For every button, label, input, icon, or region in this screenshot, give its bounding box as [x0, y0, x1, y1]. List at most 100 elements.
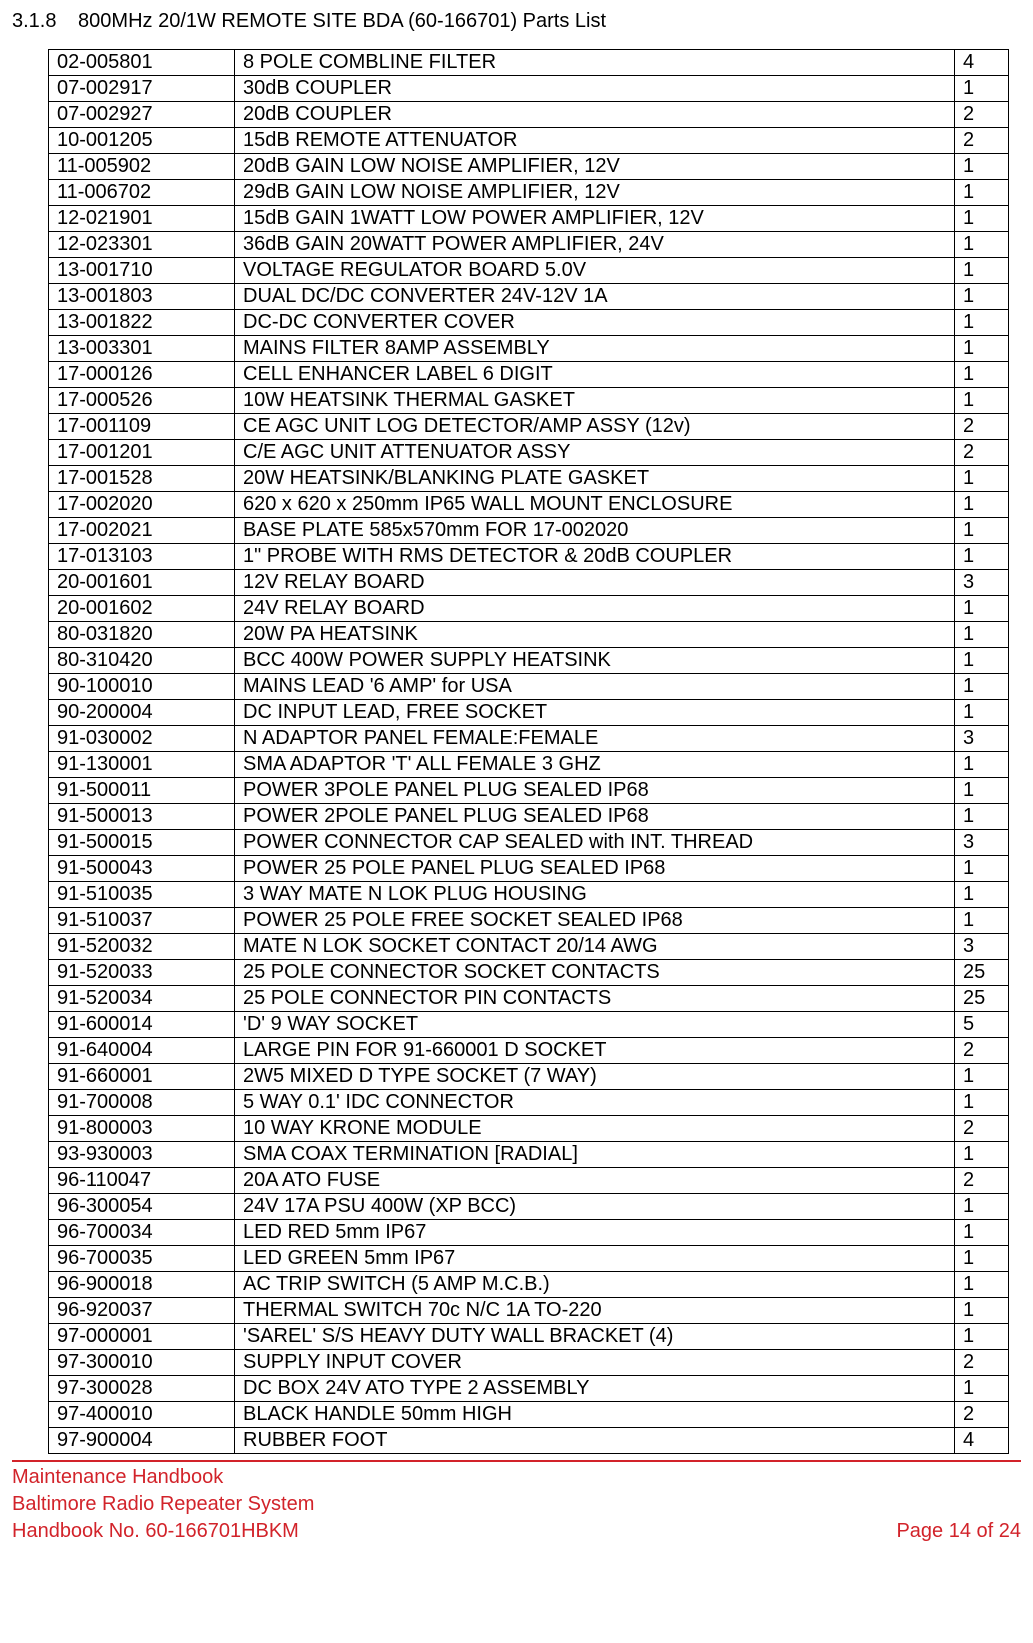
description-cell: 10 WAY KRONE MODULE — [235, 1116, 955, 1142]
table-row: 17-001201C/E AGC UNIT ATTENUATOR ASSY2 — [49, 440, 1009, 466]
part-number-cell: 07-002917 — [49, 76, 235, 102]
footer-page-no: Page 14 of 24 — [896, 1518, 1021, 1545]
description-cell: LARGE PIN FOR 91-660001 D SOCKET — [235, 1038, 955, 1064]
part-number-cell: 17-013103 — [49, 544, 235, 570]
qty-cell: 1 — [955, 1090, 1009, 1116]
part-number-cell: 91-030002 — [49, 726, 235, 752]
qty-cell: 1 — [955, 518, 1009, 544]
qty-cell: 1 — [955, 804, 1009, 830]
table-row: 97-900004RUBBER FOOT4 — [49, 1428, 1009, 1454]
qty-cell: 1 — [955, 622, 1009, 648]
qty-cell: 1 — [955, 908, 1009, 934]
description-cell: DC BOX 24V ATO TYPE 2 ASSEMBLY — [235, 1376, 955, 1402]
description-cell: LED GREEN 5mm IP67 — [235, 1246, 955, 1272]
table-row: 96-11004720A ATO FUSE2 — [49, 1168, 1009, 1194]
part-number-cell: 80-310420 — [49, 648, 235, 674]
qty-cell: 1 — [955, 648, 1009, 674]
description-cell: LED RED 5mm IP67 — [235, 1220, 955, 1246]
footer-line-2: Baltimore Radio Repeater System — [12, 1491, 1021, 1518]
qty-cell: 1 — [955, 1298, 1009, 1324]
description-cell: DC INPUT LEAD, FREE SOCKET — [235, 700, 955, 726]
table-row: 17-002021BASE PLATE 585x570mm FOR 17-002… — [49, 518, 1009, 544]
description-cell: BCC 400W POWER SUPPLY HEATSINK — [235, 648, 955, 674]
table-row: 91-52003425 POLE CONNECTOR PIN CONTACTS2… — [49, 986, 1009, 1012]
qty-cell: 1 — [955, 362, 1009, 388]
description-cell: 'SAREL' S/S HEAVY DUTY WALL BRACKET (4) — [235, 1324, 955, 1350]
part-number-cell: 17-002021 — [49, 518, 235, 544]
description-cell: CELL ENHANCER LABEL 6 DIGIT — [235, 362, 955, 388]
description-cell: SUPPLY INPUT COVER — [235, 1350, 955, 1376]
part-number-cell: 12-023301 — [49, 232, 235, 258]
description-cell: 2W5 MIXED D TYPE SOCKET (7 WAY) — [235, 1064, 955, 1090]
qty-cell: 1 — [955, 154, 1009, 180]
qty-cell: 1 — [955, 336, 1009, 362]
table-row: 07-00291730dB COUPLER1 — [49, 76, 1009, 102]
part-number-cell: 80-031820 — [49, 622, 235, 648]
description-cell: 3 WAY MATE N LOK PLUG HOUSING — [235, 882, 955, 908]
table-row: 13-001710VOLTAGE REGULATOR BOARD 5.0V1 — [49, 258, 1009, 284]
part-number-cell: 17-001201 — [49, 440, 235, 466]
part-number-cell: 02-005801 — [49, 50, 235, 76]
table-row: 13-001803DUAL DC/DC CONVERTER 24V-12V 1A… — [49, 284, 1009, 310]
qty-cell: 25 — [955, 960, 1009, 986]
footer-divider — [12, 1460, 1021, 1462]
table-row: 91-52003325 POLE CONNECTOR SOCKET CONTAC… — [49, 960, 1009, 986]
description-cell: 15dB GAIN 1WATT LOW POWER AMPLIFIER, 12V — [235, 206, 955, 232]
part-number-cell: 91-660001 — [49, 1064, 235, 1090]
description-cell: RUBBER FOOT — [235, 1428, 955, 1454]
part-number-cell: 17-000526 — [49, 388, 235, 414]
table-row: 07-00292720dB COUPLER2 — [49, 102, 1009, 128]
table-row: 91-030002N ADAPTOR PANEL FEMALE:FEMALE3 — [49, 726, 1009, 752]
part-number-cell: 91-520034 — [49, 986, 235, 1012]
part-number-cell: 96-700035 — [49, 1246, 235, 1272]
table-row: 90-200004DC INPUT LEAD, FREE SOCKET1 — [49, 700, 1009, 726]
qty-cell: 2 — [955, 128, 1009, 154]
part-number-cell: 97-300028 — [49, 1376, 235, 1402]
part-number-cell: 20-001601 — [49, 570, 235, 596]
section-number: 3.1.8 — [12, 10, 56, 32]
table-row: 91-640004LARGE PIN FOR 91-660001 D SOCKE… — [49, 1038, 1009, 1064]
table-row: 97-400010BLACK HANDLE 50mm HIGH2 — [49, 1402, 1009, 1428]
description-cell: 'D' 9 WAY SOCKET — [235, 1012, 955, 1038]
qty-cell: 2 — [955, 1350, 1009, 1376]
part-number-cell: 96-700034 — [49, 1220, 235, 1246]
description-cell: MAINS FILTER 8AMP ASSEMBLY — [235, 336, 955, 362]
description-cell: 20dB COUPLER — [235, 102, 955, 128]
description-cell: 20A ATO FUSE — [235, 1168, 955, 1194]
part-number-cell: 90-100010 — [49, 674, 235, 700]
table-row: 91-500015POWER CONNECTOR CAP SEALED with… — [49, 830, 1009, 856]
table-row: 20-00160224V RELAY BOARD1 — [49, 596, 1009, 622]
qty-cell: 1 — [955, 1142, 1009, 1168]
table-row: 97-300028DC BOX 24V ATO TYPE 2 ASSEMBLY1 — [49, 1376, 1009, 1402]
part-number-cell: 91-500011 — [49, 778, 235, 804]
footer-handbook-no: Handbook No. 60-166701HBKM — [12, 1518, 299, 1545]
qty-cell: 3 — [955, 934, 1009, 960]
qty-cell: 1 — [955, 232, 1009, 258]
qty-cell: 1 — [955, 388, 1009, 414]
part-number-cell: 17-001109 — [49, 414, 235, 440]
description-cell: 8 POLE COMBLINE FILTER — [235, 50, 955, 76]
table-row: 91-6600012W5 MIXED D TYPE SOCKET (7 WAY)… — [49, 1064, 1009, 1090]
table-row: 02-0058018 POLE COMBLINE FILTER4 — [49, 50, 1009, 76]
table-row: 96-30005424V 17A PSU 400W (XP BCC)1 — [49, 1194, 1009, 1220]
table-row: 91-500013POWER 2POLE PANEL PLUG SEALED I… — [49, 804, 1009, 830]
description-cell: 24V 17A PSU 400W (XP BCC) — [235, 1194, 955, 1220]
qty-cell: 1 — [955, 76, 1009, 102]
section-heading: 3.1.8 800MHz 20/1W REMOTE SITE BDA (60-1… — [12, 10, 1021, 33]
qty-cell: 4 — [955, 1428, 1009, 1454]
qty-cell: 1 — [955, 882, 1009, 908]
parts-table: 02-0058018 POLE COMBLINE FILTER407-00291… — [48, 49, 1009, 1454]
table-row: 80-310420BCC 400W POWER SUPPLY HEATSINK1 — [49, 648, 1009, 674]
qty-cell: 2 — [955, 1038, 1009, 1064]
table-row: 17-00052610W HEATSINK THERMAL GASKET1 — [49, 388, 1009, 414]
qty-cell: 4 — [955, 50, 1009, 76]
table-row: 96-700035LED GREEN 5mm IP671 — [49, 1246, 1009, 1272]
part-number-cell: 91-520033 — [49, 960, 235, 986]
description-cell: MAINS LEAD '6 AMP' for USA — [235, 674, 955, 700]
qty-cell: 25 — [955, 986, 1009, 1012]
table-row: 12-02330136dB GAIN 20WATT POWER AMPLIFIE… — [49, 232, 1009, 258]
part-number-cell: 11-006702 — [49, 180, 235, 206]
part-number-cell: 17-002020 — [49, 492, 235, 518]
qty-cell: 1 — [955, 1220, 1009, 1246]
part-number-cell: 12-021901 — [49, 206, 235, 232]
